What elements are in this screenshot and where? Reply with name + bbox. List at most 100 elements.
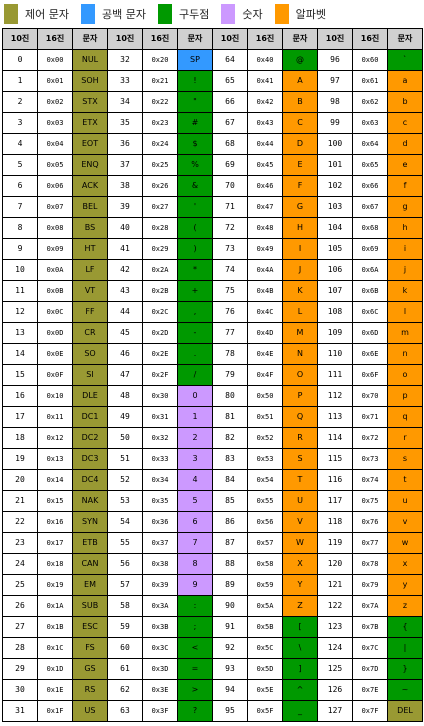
dec-cell: 62 [107,679,143,701]
dec-cell: 42 [107,259,143,281]
hex-cell: 0x51 [247,406,283,428]
hex-cell: 0x04 [37,133,73,155]
header-dec: 10진 [2,28,38,50]
char-cell: BS [72,217,108,239]
dec-cell: 96 [317,49,353,71]
dec-cell: 114 [317,427,353,449]
hex-cell: 0x6F [352,364,388,386]
char-cell: GS [72,658,108,680]
char-cell: S [282,448,318,470]
char-cell: q [387,406,423,428]
hex-cell: 0x7E [352,679,388,701]
dec-cell: 21 [2,490,38,512]
dec-cell: 78 [212,343,248,365]
dec-cell: 86 [212,511,248,533]
dec-cell: 100 [317,133,353,155]
hex-cell: 0x59 [247,574,283,596]
hex-cell: 0x5B [247,616,283,638]
char-cell: EM [72,574,108,596]
dec-cell: 34 [107,91,143,113]
hex-cell: 0x2B [142,280,178,302]
hex-cell: 0x17 [37,532,73,554]
char-cell: l [387,301,423,323]
dec-cell: 47 [107,364,143,386]
char-cell: " [177,91,213,113]
dec-cell: 88 [212,553,248,575]
char-cell: ] [282,658,318,680]
dec-cell: 17 [2,406,38,428]
dec-cell: 124 [317,637,353,659]
char-cell: | [387,637,423,659]
char-cell: I [282,238,318,260]
table-row: 0 0x00 NUL 32 0x20 SP 64 0x40 @96 0x60 ` [2,49,423,71]
hex-cell: 0x32 [142,427,178,449]
hex-cell: 0x54 [247,469,283,491]
char-cell: G [282,196,318,218]
hex-cell: 0x67 [352,196,388,218]
legend: 제어 문자 공백 문자 구두점 숫자 알파벳 [0,0,424,28]
dec-cell: 60 [107,637,143,659]
dec-cell: 56 [107,553,143,575]
hex-cell: 0x5D [247,658,283,680]
char-cell: 5 [177,490,213,512]
dec-cell: 14 [2,343,38,365]
hex-cell: 0x7F [352,700,388,722]
char-cell: p [387,385,423,407]
char-cell: B [282,91,318,113]
header-dec: 10진 [107,28,143,50]
legend-item-control: 제어 문자 [4,4,69,24]
hex-cell: 0x3D [142,658,178,680]
char-cell: $ [177,133,213,155]
char-cell: DC1 [72,406,108,428]
char-cell: FS [72,637,108,659]
hex-cell: 0x1C [37,637,73,659]
table-row: 3 0x03 ETX 35 0x23 #67 0x43 C 99 0x63 c [2,112,423,134]
dec-cell: 35 [107,112,143,134]
char-cell: BEL [72,196,108,218]
hex-cell: 0x0F [37,364,73,386]
hex-cell: 0x40 [247,49,283,71]
dec-cell: 98 [317,91,353,113]
dec-cell: 113 [317,406,353,428]
table-row: 1 0x01 SOH 33 0x21! 65 0x41 A 97 0x61 a [2,70,423,92]
hex-cell: 0x78 [352,553,388,575]
hex-cell: 0x63 [352,112,388,134]
char-cell: A [282,70,318,92]
hex-cell: 0x43 [247,112,283,134]
dec-cell: 28 [2,637,38,659]
dec-cell: 25 [2,574,38,596]
hex-cell: 0x27 [142,196,178,218]
dec-cell: 40 [107,217,143,239]
hex-cell: 0x1F [37,700,73,722]
hex-cell: 0x56 [247,511,283,533]
char-cell: c [387,112,423,134]
char-cell: ' [177,196,213,218]
char-cell: 0 [177,385,213,407]
char-cell: Y [282,574,318,596]
hex-cell: 0x65 [352,154,388,176]
table-row: 9 0x09 HT 41 0x29) 73 0x49 I 105 0x69 i [2,238,423,260]
hex-cell: 0x0A [37,259,73,281]
hex-cell: 0x3B [142,616,178,638]
dec-cell: 95 [212,700,248,722]
dec-cell: 73 [212,238,248,260]
char-cell: s [387,448,423,470]
char-cell: U [282,490,318,512]
hex-cell: 0x13 [37,448,73,470]
table-row: 20 0x14 DC4 52 0x34 4 84 0x54 T 116 0x74 t [2,469,423,491]
hex-cell: 0x5F [247,700,283,722]
dec-cell: 2 [2,91,38,113]
dec-cell: 41 [107,238,143,260]
char-cell: 6 [177,511,213,533]
hex-cell: 0x19 [37,574,73,596]
hex-cell: 0x4A [247,259,283,281]
hex-cell: 0x4B [247,280,283,302]
table-row: 26 0x1A SUB 58 0x3A:90 0x5A Z 122 0x7A z [2,595,423,617]
header-char: 문자 [177,28,213,50]
table-row: 2 0x02 STX 34 0x22 " 66 0x42 B 98 0x62 b [2,91,423,113]
hex-cell: 0x21 [142,70,178,92]
hex-cell: 0x7C [352,637,388,659]
char-cell: @ [282,49,318,71]
table-row: 16 0x10 DLE 48 0x30 0 80 0x50 P 112 0x70 p [2,385,423,407]
hex-cell: 0x70 [352,385,388,407]
